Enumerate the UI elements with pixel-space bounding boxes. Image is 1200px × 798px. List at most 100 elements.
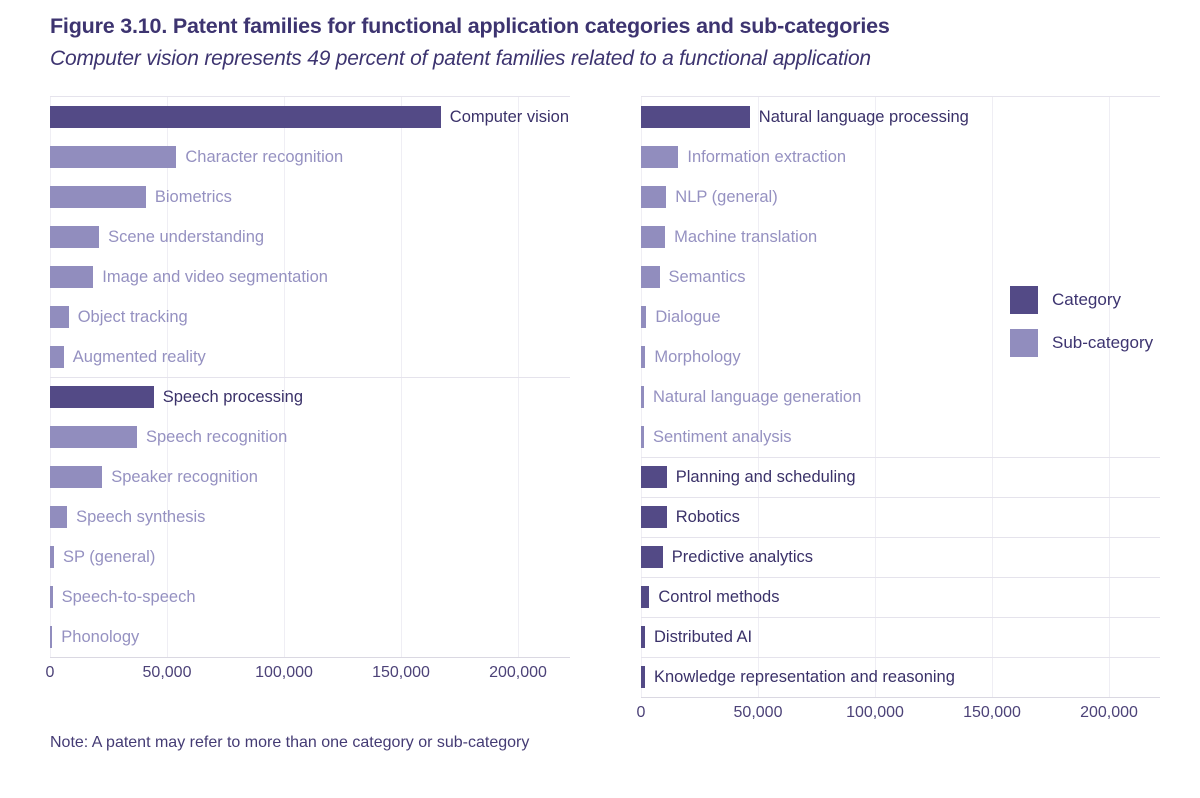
chart-row: Robotics [641,497,1160,537]
bar-label: Character recognition [185,147,344,166]
bar-label: Biometrics [154,187,232,206]
bar-label: Control methods [658,587,780,606]
row-separator [641,537,1160,538]
subcategory-bar [641,226,666,248]
subcategory-bar [50,266,94,288]
subcategory-bar [641,266,660,288]
bar-label: Predictive analytics [671,547,814,566]
bar-label: Speech recognition [146,427,288,446]
chart-row: Image and video segmentation [50,257,570,297]
subcategory-bar [641,146,679,168]
row-separator [641,497,1160,498]
bar-label: Semantics [668,267,746,286]
category-bar [641,506,667,528]
category-bar [641,586,650,608]
category-swatch-icon [1010,286,1038,314]
axis-tick-label: 50,000 [142,664,192,681]
bar-label: Image and video segmentation [102,267,328,286]
axis-tick-label: 150,000 [963,704,1021,721]
axis-tick-label: 200,000 [1080,704,1138,721]
row-separator [641,617,1160,618]
bar-label: NLP (general) [675,187,778,206]
subcategory-bar [50,626,53,648]
x-axis-left: 0 50,000 100,000 150,000 200,000 [46,664,570,686]
chart-row: Distributed AI [641,617,1160,657]
category-bar [641,106,750,128]
bar-label: Machine translation [674,227,818,246]
subcategory-bar [50,586,53,608]
chart-row: Information extraction [641,137,1160,177]
axis-tick-label: 0 [636,704,646,721]
bar-label: Speech-to-speech [61,587,196,606]
axis-tick-label: 150,000 [372,664,430,681]
subcategory-bar [50,546,54,568]
bar-label: Distributed AI [654,627,753,646]
legend-item-category: Category [1010,286,1153,314]
chart-row: Speaker recognition [50,457,570,497]
category-bar [641,466,667,488]
subcategory-bar [50,506,68,528]
figure-title: Figure 3.10. Patent families for functio… [50,14,890,38]
category-bar [641,626,645,648]
chart-row: Speech-to-speech [50,577,570,617]
subcategory-bar [50,186,146,208]
chart-row: Phonology [50,617,570,657]
bar-label: Natural language generation [653,387,862,406]
bar-label: Object tracking [77,307,188,326]
chart-row: Control methods [641,577,1160,617]
row-separator [641,457,1160,458]
chart-row: Dialogue [641,297,1160,337]
chart-row: Natural language processing [641,97,1160,137]
axis-tick-label: 100,000 [255,664,313,681]
chart-row: Character recognition [50,137,570,177]
chart-row: Predictive analytics [641,537,1160,577]
chart-row: Knowledge representation and reasoning [641,657,1160,697]
subcategory-bar [641,346,646,368]
bar-chart-left: Computer vision Character recognition Biom… [50,96,570,658]
legend-label-subcategory: Sub-category [1052,333,1154,352]
subcategory-bar [641,186,667,208]
bar-label: Robotics [675,507,740,526]
gridline [992,97,993,697]
bar-chart-right: Natural language processing Information e… [641,96,1160,698]
bar-label: Dialogue [655,307,721,326]
chart-row: SP (general) [50,537,570,577]
chart-row: Morphology [641,337,1160,377]
bar-label: Computer vision [449,107,570,126]
bar-label: SP (general) [63,547,156,566]
bar-label: Planning and scheduling [675,467,856,486]
subcategory-bar [50,306,69,328]
category-bar [50,106,441,128]
figure-note: Note: A patent may refer to more than on… [50,734,530,751]
axis-tick-label: 100,000 [846,704,904,721]
bar-label: Speech processing [162,387,304,406]
figure-subtitle: Computer vision represents 49 percent of… [50,47,871,70]
subcategory-bar [50,466,103,488]
bar-label: Knowledge representation and reasoning [654,667,955,686]
gridline [875,97,876,697]
bar-label: Speech synthesis [76,507,206,526]
chart-row: Object tracking [50,297,570,337]
chart-row: Biometrics [50,177,570,217]
axis-tick-label: 200,000 [489,664,547,681]
axis-tick-label: 0 [45,664,55,681]
gridline [1109,97,1110,697]
bar-label: Morphology [654,347,741,366]
legend-item-subcategory: Sub-category [1010,329,1153,357]
row-separator [50,377,570,378]
bar-label: Sentiment analysis [653,427,792,446]
chart-row: Speech synthesis [50,497,570,537]
chart-row: Speech recognition [50,417,570,457]
axis-tick-label: 50,000 [733,704,783,721]
chart-row: Planning and scheduling [641,457,1160,497]
chart-row: Semantics [641,257,1160,297]
gridline [758,97,759,697]
chart-row: Natural language generation [641,377,1160,417]
category-bar [641,546,663,568]
bar-label: Speaker recognition [111,467,258,486]
chart-row: Sentiment analysis [641,417,1160,457]
subcategory-bar [50,346,64,368]
chart-row: Machine translation [641,217,1160,257]
row-separator [641,577,1160,578]
